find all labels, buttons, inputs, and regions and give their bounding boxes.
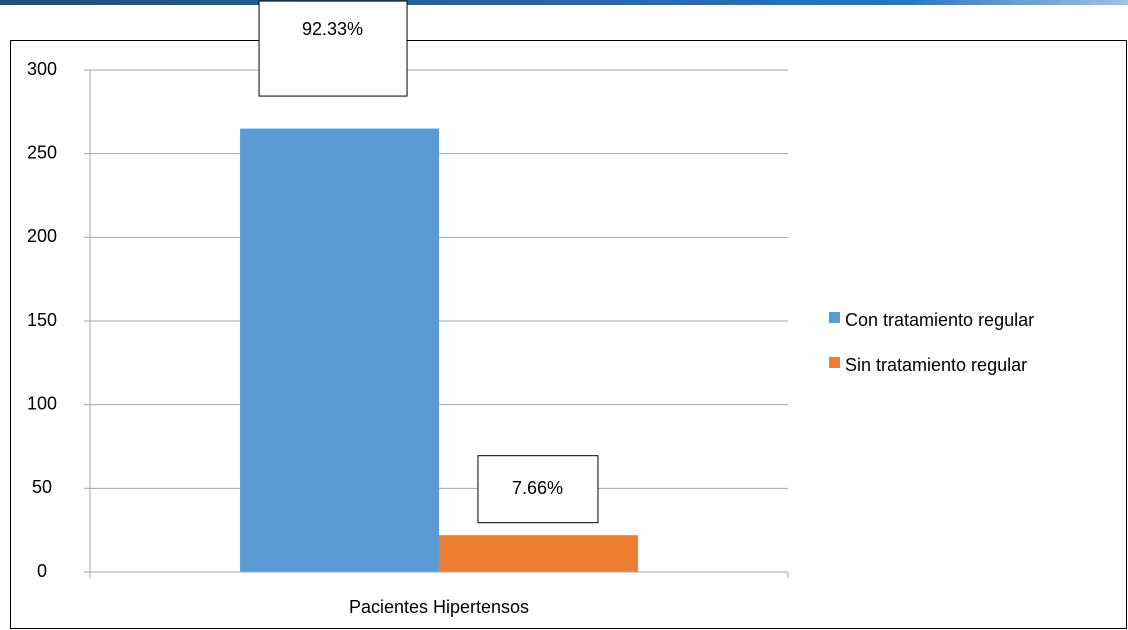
y-tick-label: 100 [27, 393, 57, 413]
y-tick-label: 0 [37, 561, 47, 581]
y-tick-label: 50 [32, 477, 52, 497]
header-band [0, 0, 1128, 5]
data-label-box [477, 455, 599, 524]
y-tick-label: 300 [27, 59, 57, 79]
x-tick-label: Pacientes Hipertensos [349, 597, 529, 617]
y-tick-label: 150 [27, 310, 57, 330]
data-label: 7.66% [512, 478, 563, 498]
y-tick-label: 250 [27, 142, 57, 162]
legend-label: Con tratamiento regular [845, 310, 1034, 330]
chart-frame [10, 40, 1127, 629]
legend-swatch [829, 357, 840, 368]
y-tick-label: 200 [27, 226, 57, 246]
data-label-box [258, 0, 408, 97]
bar [240, 128, 439, 573]
legend-swatch [829, 312, 840, 323]
legend-label: Sin tratamiento regular [845, 355, 1027, 375]
data-label: 92.33% [302, 19, 363, 39]
bar [439, 535, 638, 572]
